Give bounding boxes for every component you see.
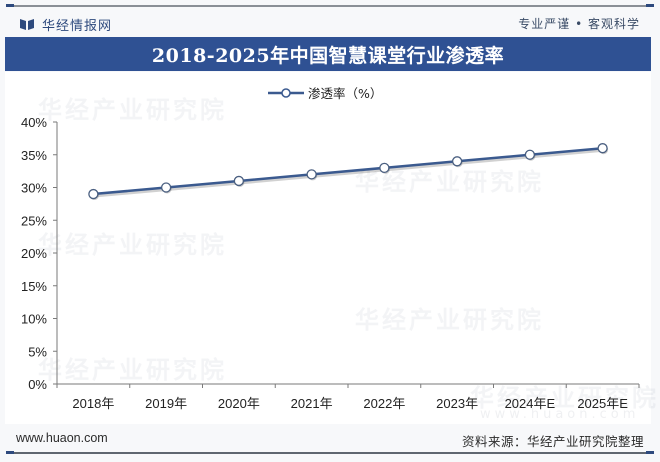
x-tick-label: 2025年E <box>577 396 628 411</box>
data-point-marker <box>306 169 317 180</box>
x-tick-label: 2019年 <box>145 396 187 411</box>
y-tick-label: 20% <box>21 246 47 261</box>
x-tick-label: 2018年 <box>72 396 114 411</box>
header: 华经情报网 专业严谨 • 客观科学 <box>6 8 654 36</box>
y-tick-label: 10% <box>21 312 47 327</box>
chart-title: 2018-2025年中国智慧课堂行业渗透率 <box>151 44 505 67</box>
footer: www.huaon.com 资料来源：华经产业研究院整理 <box>6 428 654 452</box>
brand-logo: 华经情报网 <box>20 15 112 34</box>
legend: 渗透率（%） <box>268 83 382 102</box>
y-tick-label: 30% <box>21 181 47 196</box>
y-tick-label: 25% <box>21 213 47 228</box>
slogan: 专业严谨 • 客观科学 <box>518 17 640 31</box>
data-point-marker <box>597 143 608 154</box>
series-line <box>93 146 603 196</box>
y-tick-label: 35% <box>21 148 47 163</box>
x-tick-label: 2023年 <box>436 396 478 411</box>
x-tick-label: 2021年 <box>291 396 333 411</box>
data-point-marker <box>524 149 536 160</box>
data-point-marker <box>88 188 99 200</box>
legend-label: 渗透率（%） <box>308 86 383 101</box>
brand-name: 华经情报网 <box>42 19 113 34</box>
x-tick-label: 2022年 <box>363 396 405 411</box>
footer-source: 资料来源：华经产业研究院整理 <box>461 434 644 449</box>
y-tick-label: 15% <box>21 279 47 294</box>
plot-background <box>5 72 651 424</box>
data-point-marker <box>379 162 390 174</box>
legend-line-marker-icon <box>268 87 304 98</box>
y-tick-label: 40% <box>21 115 47 130</box>
data-point-marker <box>233 175 245 187</box>
data-point-marker <box>451 156 463 167</box>
x-tick-label: 2020年 <box>218 396 260 411</box>
data-point-marker <box>160 182 172 193</box>
footer-website: www.huaon.com <box>16 431 108 445</box>
title-bar: 2018-2025年中国智慧课堂行业渗透率 <box>5 37 651 71</box>
y-tick-label: 5% <box>28 344 47 359</box>
book-logo-icon <box>20 19 34 30</box>
y-tick-label: 0% <box>28 377 47 392</box>
x-tick-label: 2024年E <box>505 396 556 411</box>
bottom-rule <box>6 451 654 454</box>
top-rule <box>6 4 654 7</box>
